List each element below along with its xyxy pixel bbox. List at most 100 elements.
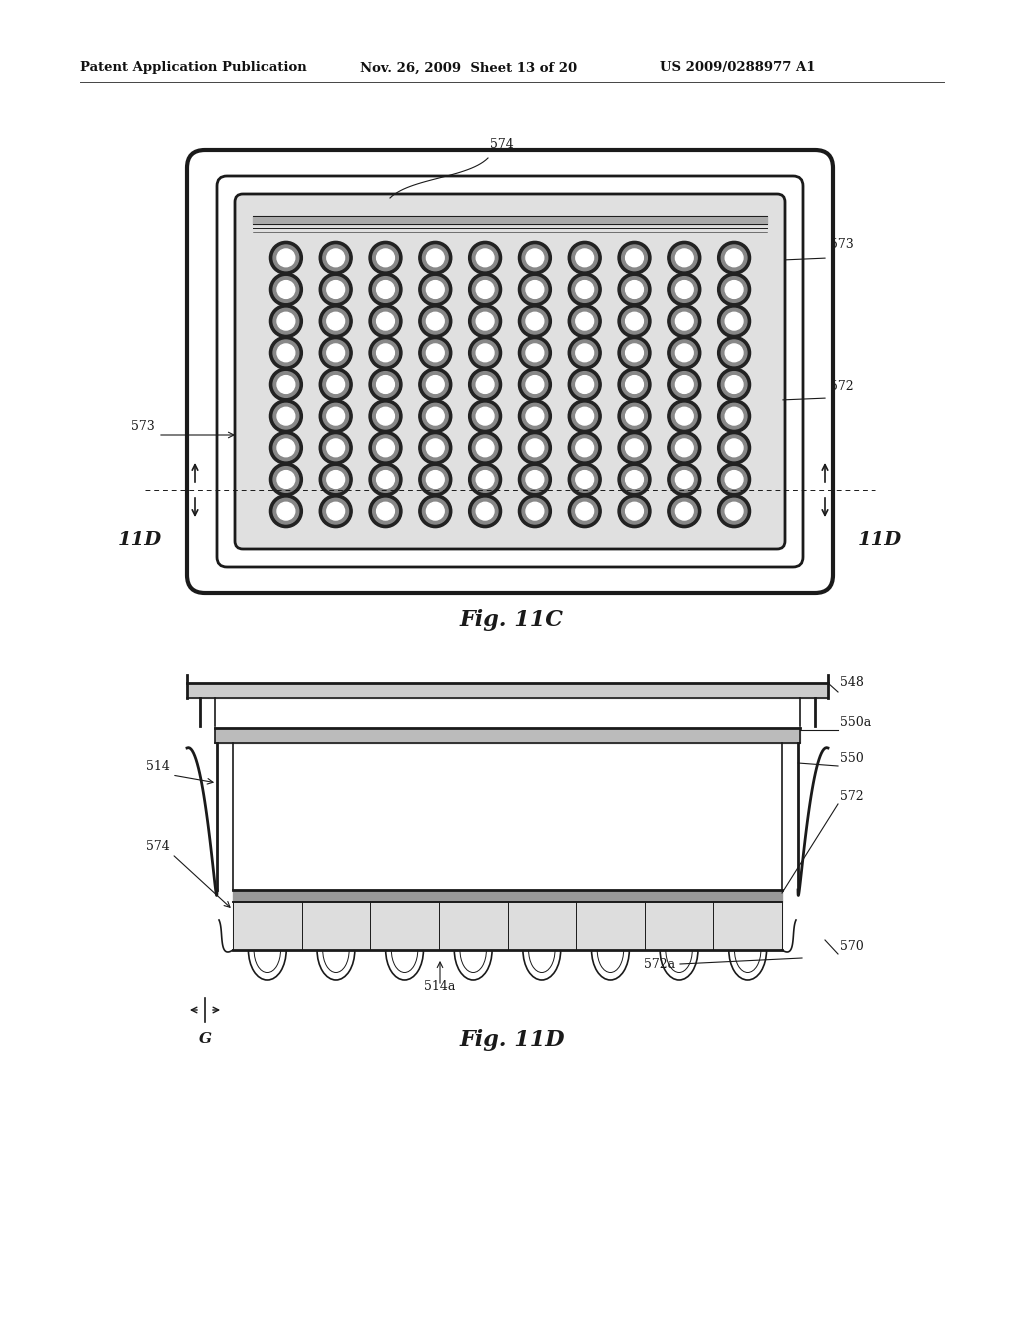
Circle shape — [369, 368, 402, 401]
Circle shape — [327, 408, 345, 425]
Circle shape — [377, 281, 394, 298]
Circle shape — [676, 313, 693, 330]
Circle shape — [568, 337, 601, 370]
Circle shape — [423, 436, 449, 461]
Circle shape — [718, 432, 751, 465]
Circle shape — [672, 404, 697, 429]
Circle shape — [575, 313, 594, 330]
Circle shape — [668, 337, 700, 370]
Circle shape — [269, 432, 302, 465]
Circle shape — [626, 313, 643, 330]
Circle shape — [672, 467, 697, 492]
Circle shape — [725, 471, 743, 488]
Circle shape — [518, 305, 551, 338]
Circle shape — [668, 463, 700, 496]
Text: 514a: 514a — [424, 979, 456, 993]
Circle shape — [618, 273, 651, 306]
Circle shape — [526, 313, 544, 330]
Circle shape — [273, 372, 299, 397]
Circle shape — [676, 440, 693, 457]
Circle shape — [622, 372, 647, 397]
Circle shape — [668, 368, 700, 401]
Circle shape — [472, 467, 498, 492]
Circle shape — [423, 341, 449, 366]
FancyBboxPatch shape — [234, 194, 785, 549]
Circle shape — [568, 495, 601, 528]
Circle shape — [373, 341, 398, 366]
Circle shape — [522, 436, 548, 461]
Circle shape — [718, 337, 751, 370]
Text: Patent Application Publication: Patent Application Publication — [80, 62, 307, 74]
Circle shape — [568, 273, 601, 306]
Circle shape — [518, 337, 551, 370]
Circle shape — [319, 432, 352, 465]
Circle shape — [618, 400, 651, 433]
Circle shape — [568, 368, 601, 401]
Circle shape — [269, 337, 302, 370]
Circle shape — [575, 503, 594, 520]
Circle shape — [476, 440, 494, 457]
Circle shape — [273, 246, 299, 271]
Circle shape — [518, 368, 551, 401]
Circle shape — [369, 463, 402, 496]
Circle shape — [269, 242, 302, 275]
Circle shape — [571, 309, 598, 334]
Circle shape — [323, 246, 348, 271]
Circle shape — [327, 440, 345, 457]
Circle shape — [476, 408, 494, 425]
Circle shape — [278, 345, 295, 362]
Text: 11D: 11D — [118, 531, 162, 549]
Circle shape — [323, 372, 348, 397]
Circle shape — [618, 242, 651, 275]
Circle shape — [269, 305, 302, 338]
Circle shape — [426, 281, 444, 298]
Circle shape — [373, 404, 398, 429]
Circle shape — [721, 277, 746, 302]
Circle shape — [676, 281, 693, 298]
Circle shape — [672, 309, 697, 334]
Circle shape — [526, 345, 544, 362]
Circle shape — [269, 495, 302, 528]
Circle shape — [323, 277, 348, 302]
Circle shape — [575, 471, 594, 488]
Circle shape — [469, 400, 502, 433]
Circle shape — [571, 246, 598, 271]
Circle shape — [571, 436, 598, 461]
Circle shape — [571, 499, 598, 524]
Circle shape — [518, 432, 551, 465]
Circle shape — [323, 436, 348, 461]
Text: 572a: 572a — [644, 958, 676, 972]
Circle shape — [522, 499, 548, 524]
Circle shape — [522, 277, 548, 302]
Circle shape — [725, 313, 743, 330]
Circle shape — [626, 376, 643, 393]
Circle shape — [522, 372, 548, 397]
Circle shape — [476, 376, 494, 393]
Circle shape — [672, 499, 697, 524]
Circle shape — [327, 471, 345, 488]
Circle shape — [426, 376, 444, 393]
Circle shape — [571, 341, 598, 366]
Circle shape — [319, 368, 352, 401]
Circle shape — [626, 281, 643, 298]
Circle shape — [469, 463, 502, 496]
Circle shape — [377, 408, 394, 425]
Circle shape — [626, 408, 643, 425]
Circle shape — [518, 495, 551, 528]
Circle shape — [323, 467, 348, 492]
Circle shape — [377, 313, 394, 330]
Circle shape — [278, 408, 295, 425]
Circle shape — [423, 277, 449, 302]
Circle shape — [419, 463, 452, 496]
Circle shape — [476, 313, 494, 330]
Circle shape — [373, 436, 398, 461]
Circle shape — [575, 440, 594, 457]
Circle shape — [721, 372, 746, 397]
Circle shape — [426, 313, 444, 330]
Circle shape — [518, 400, 551, 433]
Circle shape — [618, 432, 651, 465]
Circle shape — [269, 273, 302, 306]
Circle shape — [273, 277, 299, 302]
Circle shape — [472, 436, 498, 461]
Text: 550a: 550a — [840, 715, 871, 729]
